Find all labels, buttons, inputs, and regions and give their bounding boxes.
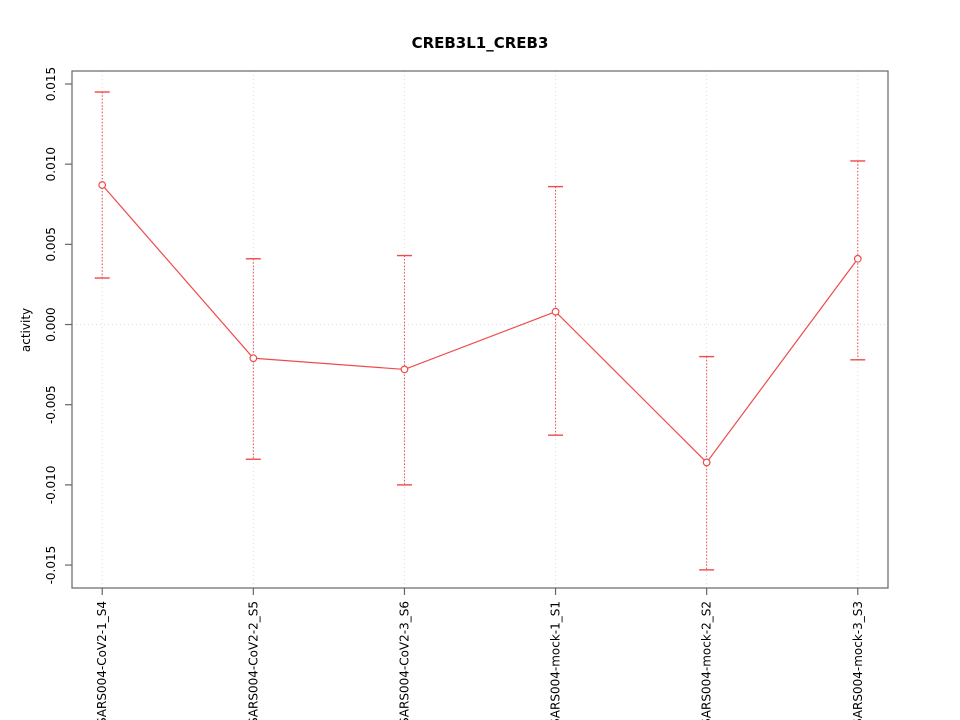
x-tick-label: SARS004-mock-1_S1 xyxy=(549,601,563,720)
x-tick-label: SARS004-CoV2-2_S5 xyxy=(246,601,260,720)
data-point-marker xyxy=(551,307,560,316)
y-tick-label: 0.000 xyxy=(44,307,58,341)
series-line xyxy=(101,184,859,464)
y-tick-label: -0.010 xyxy=(44,466,58,505)
y-tick-label: -0.005 xyxy=(44,385,58,424)
y-tick-label: 0.005 xyxy=(44,227,58,261)
chart-generated-layer: 0.015 0.010 0.005 0.000 -0.005 -0.010 -0.015 SA… xyxy=(44,67,889,720)
x-tick-label: SARS004-CoV2-3_S6 xyxy=(397,601,411,720)
data-point-marker xyxy=(98,181,107,189)
x-tick-label: SARS004-CoV2-1_S4 xyxy=(95,601,109,720)
data-point-marker xyxy=(853,254,862,263)
chart-title: CREB3L1_CREB3 xyxy=(412,34,549,52)
y-tick-label: 0.015 xyxy=(44,67,58,101)
data-point-marker xyxy=(400,365,409,374)
data-point-marker xyxy=(702,458,711,467)
y-axis-label: activity xyxy=(19,308,33,352)
x-tick-label: SARS004-mock-2_S2 xyxy=(700,601,714,720)
x-tick-label: SARS004-mock-3_S3 xyxy=(851,601,865,720)
y-tick-label: 0.010 xyxy=(44,147,58,181)
y-tick-label: -0.015 xyxy=(44,546,58,585)
data-point-marker xyxy=(249,354,258,363)
plot-frame xyxy=(71,70,889,589)
